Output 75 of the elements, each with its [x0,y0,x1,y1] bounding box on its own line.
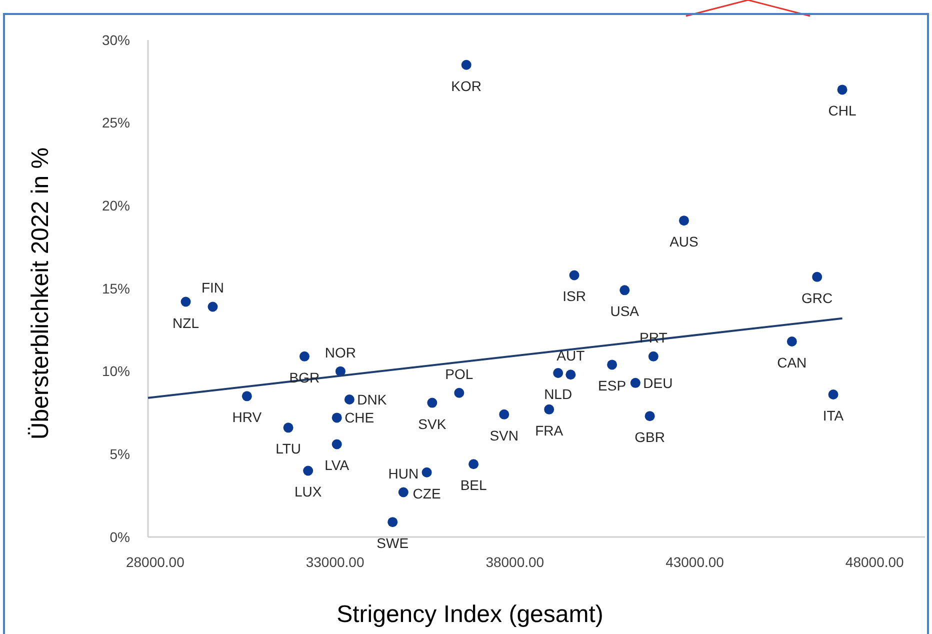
point [630,378,640,388]
annotation: LVA [324,457,350,474]
point [812,272,822,282]
annotation: GRC [802,290,833,306]
annotation: FRA [535,422,564,438]
y-tick-label: 20% [102,198,130,214]
point [648,351,658,362]
point [461,60,472,70]
point [398,487,408,498]
point [422,467,432,478]
annotation: FIN [201,280,224,296]
point [344,394,354,404]
x-tick-label: 43000.00 [666,554,724,570]
point [499,409,510,420]
point [454,388,464,398]
point [299,351,310,362]
y-tick-label: 30% [102,32,130,48]
annotation: DNK [357,391,388,408]
annotation: ITA [822,408,844,424]
x-tick-label: 28000.00 [126,554,185,570]
y-tick-label: 15% [102,280,130,296]
annotation: CZE [412,485,441,502]
annotation: ISR [562,288,586,304]
y-tick-label: 25% [102,114,130,131]
annotation: KOR [451,78,482,94]
annotation: CAN [777,354,807,371]
annotation: NLD [544,386,572,402]
x-tick-label: 48000.00 [845,554,904,570]
annotation: NZL [172,314,200,331]
y-tick-label: 0% [110,528,130,545]
y-tick-label: 5% [110,446,130,462]
point [553,368,564,378]
x-tick-label: 38000.00 [486,554,544,570]
point [620,285,630,296]
annotation: SVN [490,427,519,444]
annotation: USA [610,303,640,320]
point [242,391,252,402]
x-axis-title: Strigency Index (gesamt) [336,601,604,628]
annotation: SVK [418,416,447,432]
annotation: CHE [344,410,374,426]
point [644,411,655,422]
point [828,390,838,400]
point [607,360,618,370]
annotation: GBR [634,429,665,446]
annotation: ESP [598,378,626,394]
point [303,466,314,476]
point [837,84,848,95]
annotation: LTU [276,440,302,457]
point [332,412,342,423]
point [332,439,342,450]
annotation: AUT [556,348,586,364]
annotation: POL [445,366,474,382]
annotation: AUS [670,234,698,250]
annotation: HUN [388,465,419,482]
annotation: NOR [324,344,356,360]
annotation: SWE [376,535,409,552]
point [208,302,218,312]
point [427,398,438,408]
annotation: DEU [643,374,673,391]
y-tick-label: 10% [102,363,130,380]
point [678,216,689,226]
annotation: LUX [294,484,322,500]
point [566,370,576,380]
annotation: CHL [828,102,856,119]
point [388,517,398,528]
point [569,270,580,280]
point [786,336,797,347]
point [283,422,294,433]
point [468,459,479,470]
y-axis-title: Übersterblichkeit 2022 in % [27,147,54,440]
x-tick-label: 33000.00 [306,554,364,570]
annotation: HRV [232,409,262,426]
point [544,404,554,414]
point [180,296,191,307]
annotation: BEL [460,477,487,494]
